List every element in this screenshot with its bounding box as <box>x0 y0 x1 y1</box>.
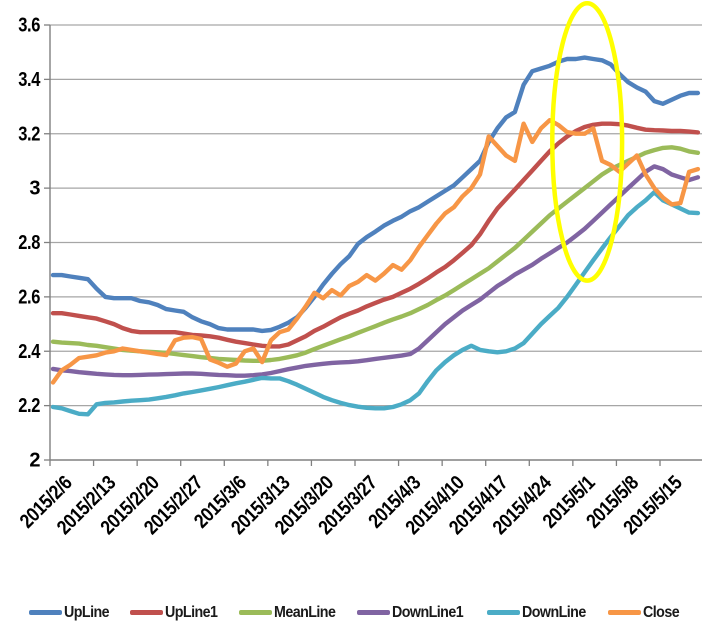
y-tick-label: 3 <box>29 178 40 200</box>
series-line-downline <box>50 189 701 417</box>
legend-swatch-icon <box>129 610 163 615</box>
series-line-close <box>50 117 701 385</box>
highlight-ellipse <box>550 0 625 283</box>
legend-item-upline1: UpLine1 <box>129 603 222 622</box>
legend-swatch-icon <box>607 610 641 615</box>
y-tick-label: 2.2 <box>18 395 40 417</box>
legend-swatch-icon <box>486 610 520 615</box>
y-tick-label: 3.6 <box>18 15 40 37</box>
legend-item-meanline: MeanLine <box>238 603 341 622</box>
series-line-upline1 <box>50 121 701 349</box>
y-tick-label: 3.4 <box>18 69 41 91</box>
price-band-chart: 3.63.43.232.82.62.42.222015/2/62015/2/13… <box>16 0 702 539</box>
legend-label: DownLine <box>521 603 586 621</box>
legend-label: Close <box>642 603 680 621</box>
chart-legend: UpLine UpLine1 MeanLine DownLine1 DownLine Cl… <box>0 592 711 633</box>
series-line-downline1 <box>50 164 701 378</box>
y-tick-label: 2.4 <box>18 341 41 363</box>
legend-label: UpLine <box>63 603 110 621</box>
legend-swatch-icon <box>28 610 62 615</box>
y-tick-label: 2.6 <box>18 286 40 308</box>
y-tick-label: 2.8 <box>18 232 40 254</box>
legend-label: MeanLine <box>273 603 336 621</box>
legend-label: UpLine1 <box>164 603 218 621</box>
series-line-upline <box>50 55 701 334</box>
legend-label: DownLine1 <box>392 603 464 621</box>
legend-item-close: Close <box>607 603 682 622</box>
y-tick-label: 3.2 <box>18 123 40 145</box>
y-tick-label: 2 <box>29 450 40 472</box>
legend-item-downline: DownLine <box>486 603 591 622</box>
series-line-meanline <box>50 145 701 363</box>
legend-swatch-icon <box>238 610 272 615</box>
legend-swatch-icon <box>357 610 391 615</box>
legend-item-upline: UpLine <box>28 603 113 622</box>
legend-item-downline1: DownLine1 <box>357 604 469 622</box>
